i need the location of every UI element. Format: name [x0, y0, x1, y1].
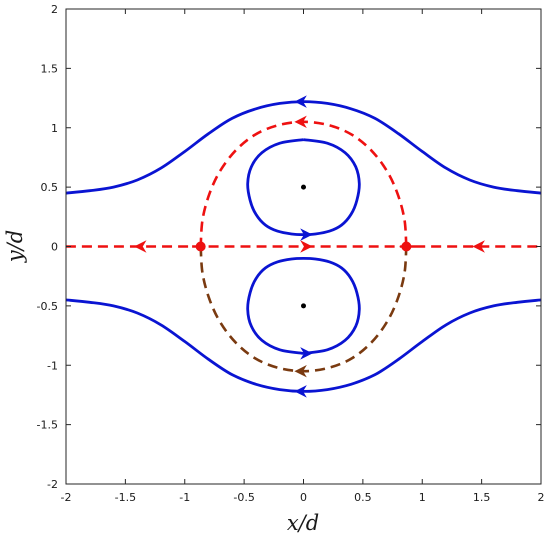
y-tick-label: 2: [51, 3, 58, 16]
series-5-curve: [199, 120, 408, 247]
series-0-curve: [65, 100, 542, 195]
axis-ticks: -2 -1.5 -1 -0.5 0 0.5 1 1.5 2 -2 -1.5 -1 -0.5 0 0.5 1 1.…: [37, 3, 545, 504]
y-tick-label: 0: [51, 241, 58, 254]
y-tick-label: -2: [47, 478, 58, 491]
y-tick-label: 0.5: [41, 181, 59, 194]
series-4-arrow-0: [134, 240, 147, 253]
x-tick-label: 0.5: [354, 491, 372, 504]
series-1-curve: [65, 298, 542, 393]
x-axis-label: x/d: [287, 511, 319, 535]
stagnation-point-1: [401, 241, 412, 252]
vortex-point-3: [301, 303, 306, 309]
x-tick-label: 0: [300, 491, 307, 504]
series-6-curve: [199, 246, 408, 373]
series-0-arrow-0: [294, 95, 307, 108]
series-3-curve: [246, 257, 361, 355]
vortex-point-2: [301, 184, 306, 190]
y-tick-label: -0.5: [37, 300, 58, 313]
series-5-arrow-0: [294, 115, 307, 129]
series-4-arrow-1: [300, 240, 313, 253]
y-tick-label: 1.5: [41, 62, 59, 75]
series-6-arrow-0: [294, 364, 307, 378]
y-tick-label: -1: [47, 359, 58, 372]
series-2-arrow-0: [300, 228, 313, 241]
x-tick-label: -1.5: [115, 491, 136, 504]
y-tick-label: -1.5: [37, 419, 58, 432]
stagnation-point-0: [195, 241, 206, 252]
x-tick-label: -1: [179, 491, 190, 504]
x-tick-label: 1.5: [473, 491, 491, 504]
x-tick-label: -0.5: [233, 491, 254, 504]
series-4-arrow-2: [472, 240, 485, 253]
y-tick-label: 1: [51, 122, 58, 135]
series-3-arrow-0: [300, 347, 313, 360]
x-tick-label: 1: [419, 491, 426, 504]
series-2-curve: [246, 138, 361, 236]
x-tick-label: 2: [538, 491, 545, 504]
x-tick-label: -2: [61, 491, 72, 504]
series-1-arrow-0: [294, 385, 307, 398]
plot-marks: [134, 95, 485, 398]
y-axis-label: y/d: [3, 230, 27, 263]
plot-curves: [65, 100, 542, 393]
